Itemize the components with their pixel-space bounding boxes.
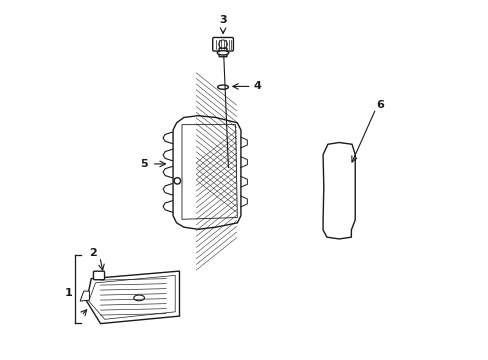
Circle shape <box>174 177 180 184</box>
Polygon shape <box>88 275 175 319</box>
Polygon shape <box>86 271 179 324</box>
Text: 3: 3 <box>219 15 226 24</box>
Text: 1: 1 <box>64 288 72 297</box>
FancyBboxPatch shape <box>212 37 233 51</box>
Text: 5: 5 <box>141 159 148 169</box>
Ellipse shape <box>217 85 228 89</box>
Polygon shape <box>173 116 241 229</box>
FancyBboxPatch shape <box>219 48 226 57</box>
Text: 4: 4 <box>253 81 261 91</box>
Ellipse shape <box>134 295 144 301</box>
FancyBboxPatch shape <box>93 271 104 280</box>
Text: 2: 2 <box>89 248 96 258</box>
Polygon shape <box>80 291 89 301</box>
Ellipse shape <box>217 51 228 55</box>
Polygon shape <box>182 125 237 219</box>
Circle shape <box>218 40 227 49</box>
Polygon shape <box>323 143 354 239</box>
Text: 6: 6 <box>376 100 384 110</box>
